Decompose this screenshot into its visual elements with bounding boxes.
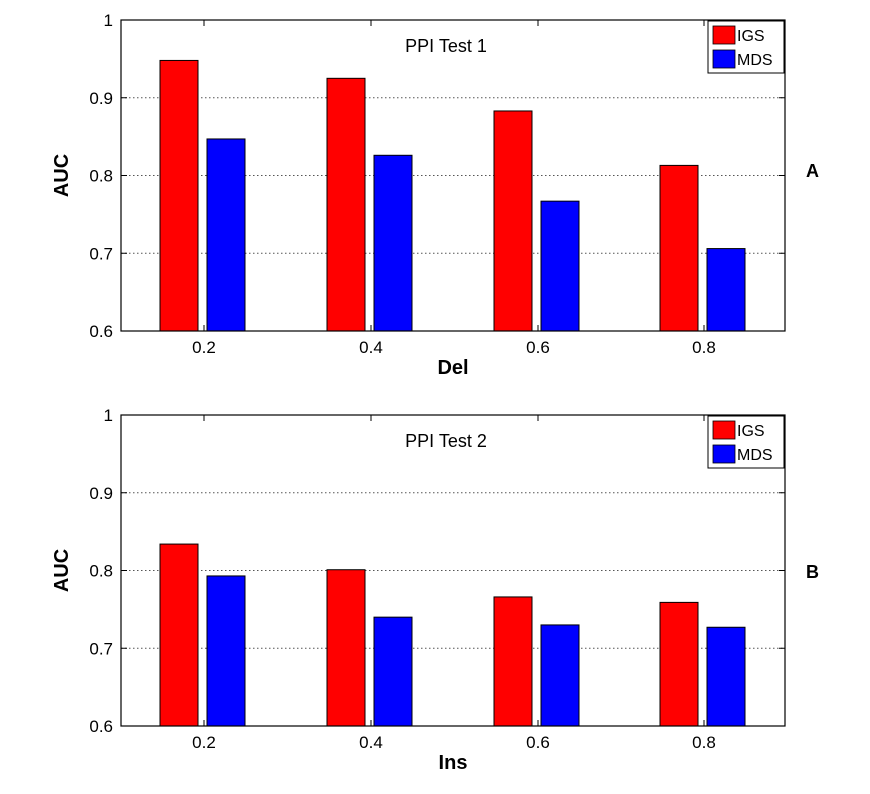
x-tick-label: 0.6	[526, 733, 550, 752]
legend-swatch-igs	[712, 25, 736, 45]
axes-frame	[120, 414, 786, 727]
y-tick-label: 0.7	[89, 244, 113, 263]
y-tick-label: 0.9	[89, 484, 113, 503]
chart-title: PPI Test 2	[405, 431, 487, 451]
panel-label: B	[806, 562, 819, 582]
axes-frame	[120, 19, 786, 332]
bar-igs-0.4	[326, 569, 366, 727]
bar-mds-0.2	[206, 575, 246, 727]
bar-igs-0.6	[493, 596, 533, 727]
bar-mds-0.6	[540, 624, 580, 727]
x-tick-label: 0.4	[359, 733, 383, 752]
legend-label-mds: MDS	[737, 447, 773, 464]
y-tick-label: 0.8	[89, 562, 113, 581]
bar-igs-0.2	[159, 543, 199, 727]
x-axis-label: Del	[437, 357, 468, 379]
bar-igs-0.8	[659, 164, 699, 332]
y-axis-label: AUC	[51, 154, 73, 197]
y-tick-label: 0.7	[89, 639, 113, 658]
legend: IGS MDS	[707, 415, 785, 469]
legend-label-mds: MDS	[737, 52, 773, 69]
legend-label-igs: IGS	[737, 423, 765, 440]
bar-igs-0.2	[159, 59, 199, 332]
panel-label: A	[806, 161, 819, 181]
y-tick-label: 0.8	[89, 167, 113, 186]
y-tick-label: 1	[104, 406, 113, 425]
bar-mds-0.8	[706, 248, 746, 332]
legend-swatch-mds	[712, 49, 736, 69]
bar-mds-0.4	[373, 616, 413, 727]
y-tick-label: 1	[104, 11, 113, 30]
legend-swatch-mds	[712, 444, 736, 464]
x-tick-label: 0.2	[192, 338, 216, 357]
x-tick-label: 0.8	[692, 338, 716, 357]
x-axis-label: Ins	[439, 752, 468, 774]
chart-panel-b: 0.6 0.7 0.8 0.9 1 0.2 0.4 0.6 0.8 PPI Test 2 Ins AU…	[51, 406, 819, 774]
legend-swatch-igs	[712, 420, 736, 440]
x-tick-label: 0.2	[192, 733, 216, 752]
bar-igs-0.8	[659, 601, 699, 727]
bar-mds-0.6	[540, 200, 580, 332]
bar-mds-0.8	[706, 626, 746, 727]
x-tick-label: 0.8	[692, 733, 716, 752]
bar-igs-0.6	[493, 110, 533, 332]
legend-label-igs: IGS	[737, 28, 765, 45]
bar-mds-0.4	[373, 154, 413, 332]
chart-panel-a: 0.6 0.7 0.8 0.9 1 0.2 0.4 0.6 0.8 PPI Test 1 Del AU…	[51, 11, 819, 379]
y-tick-label: 0.6	[89, 322, 113, 341]
chart-title: PPI Test 1	[405, 36, 487, 56]
legend: IGS MDS	[707, 20, 785, 74]
y-axis-label: AUC	[51, 549, 73, 592]
x-tick-label: 0.6	[526, 338, 550, 357]
bar-mds-0.2	[206, 138, 246, 332]
y-tick-label: 0.9	[89, 89, 113, 108]
x-tick-label: 0.4	[359, 338, 383, 357]
y-tick-label: 0.6	[89, 717, 113, 736]
bar-igs-0.4	[326, 77, 366, 332]
